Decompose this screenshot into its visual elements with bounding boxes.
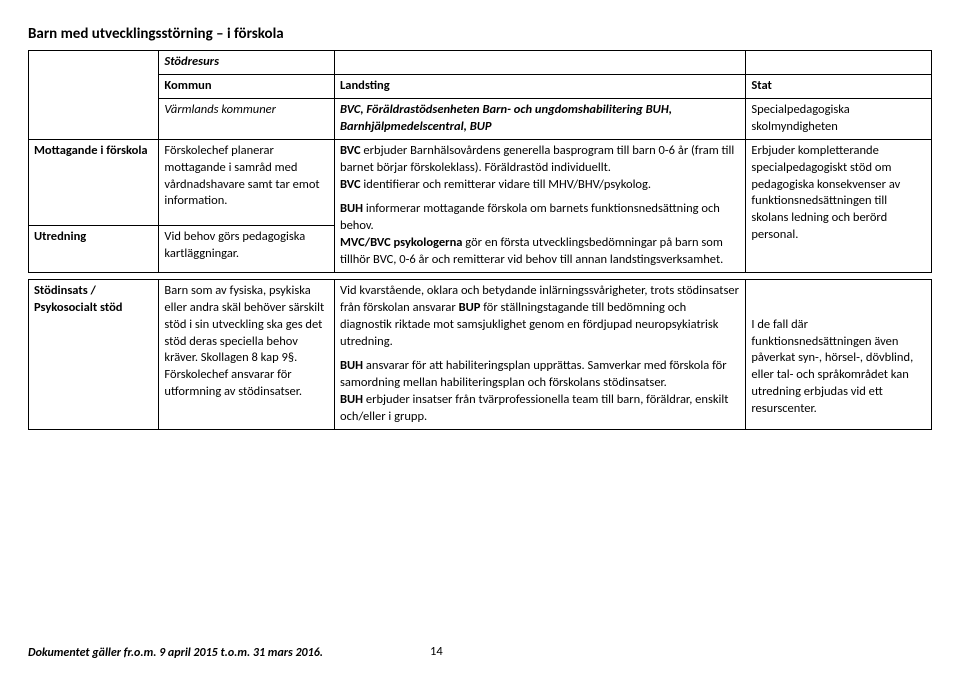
header-stodresurs: Stödresurs [159, 51, 335, 75]
header-landsting: Landsting [335, 75, 746, 99]
rowhead-mottagande: Mottagande i förskola [29, 139, 159, 225]
plain-text: ansvarar för att habiliteringsplan upprä… [340, 358, 727, 390]
main-table-1: Stödresurs Kommun Landsting Stat Värmlan… [28, 50, 932, 273]
plain-text: erbjuder Barnhälsovårdens generella basp… [340, 143, 734, 175]
header-kommun: Kommun [159, 75, 335, 99]
cell-varmlands: Värmlands kommuner [159, 99, 335, 140]
main-table-2: Stödinsats / Psykosocialt stöd Barn som … [28, 279, 932, 430]
bold-text: BVC [340, 177, 361, 192]
rowhead-stodinsats: Stödinsats / Psykosocialt stöd [29, 279, 159, 429]
bold-text: BUP [459, 300, 481, 315]
cell-barn-som: Barn som av fysiska, psykiska eller andr… [159, 279, 335, 429]
rowhead-utredning: Utredning [29, 225, 159, 272]
page-title: Barn med utvecklingsstörning – i förskol… [28, 24, 932, 44]
table-row: Kommun Landsting Stat [29, 75, 932, 99]
table-row: Stödresurs [29, 51, 932, 75]
cell-forskolechef: Förskolechef planerar mottagande i samrå… [159, 139, 335, 225]
cell-bvc-header: BVC, Föräldrastödsenheten Barn- och ungd… [335, 99, 746, 140]
header-stat: Stat [746, 75, 932, 99]
cell-kvarstaende: Vid kvarstående, oklara och betydande in… [335, 279, 746, 429]
cell-specped: Specialpedagogiska skolmyndigheten [746, 99, 932, 140]
cell-bvc-body: BVC erbjuder Barnhälsovårdens generella … [335, 139, 746, 272]
table-row: Värmlands kommuner BVC, Föräldrastödsenh… [29, 99, 932, 140]
cell-i-de-fall: I de fall där funktionsnedsättningen äve… [746, 279, 932, 429]
bold-text: MVC/BVC psykologerna [340, 235, 462, 250]
plain-text: erbjuder insatser från tvärprofessionell… [340, 392, 728, 424]
bold-text: BUH [340, 358, 363, 373]
plain-text: informerar mottagande förskola om barnet… [340, 201, 720, 233]
bold-text: BUH [340, 201, 363, 216]
footer: Dokumentet gäller fr.o.m. 9 april 2015 t… [28, 645, 932, 661]
cell-erbjuder: Erbjuder kompletterande specialpedagogis… [746, 139, 932, 272]
page-number: 14 [430, 644, 443, 661]
table-row: Stödinsats / Psykosocialt stöd Barn som … [29, 279, 932, 429]
bold-text: BUH [340, 392, 363, 407]
table-row: Mottagande i förskola Förskolechef plane… [29, 139, 932, 225]
plain-text: I de fall där funktionsnedsättningen äve… [751, 317, 913, 416]
plain-text: identifierar och remitterar vidare till … [361, 177, 651, 192]
bold-text: BVC, Föräldrastödsenheten Barn- och ungd… [340, 102, 672, 134]
bold-text: BVC [340, 143, 361, 158]
footer-validity: Dokumentet gäller fr.o.m. 9 april 2015 t… [28, 646, 323, 660]
cell-vid-behov: Vid behov görs pedagogiska kartläggninga… [159, 225, 335, 272]
